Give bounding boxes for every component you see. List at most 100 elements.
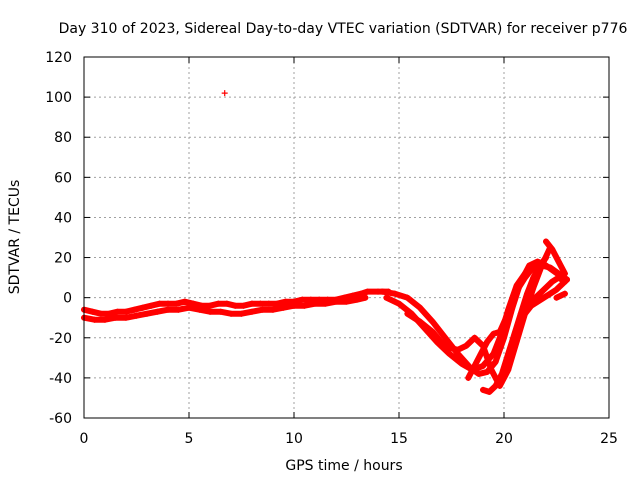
data-point <box>89 308 96 315</box>
series-track-e <box>480 254 549 395</box>
series-band <box>543 238 568 277</box>
data-point <box>249 308 255 315</box>
data-point <box>383 294 390 301</box>
data-point <box>471 362 478 369</box>
y-tick-label: 120 <box>45 50 72 66</box>
data-point <box>557 292 564 299</box>
x-tick-label: 10 <box>285 431 303 447</box>
data-point <box>131 306 138 313</box>
data-point <box>215 300 222 307</box>
data-point <box>446 344 453 351</box>
data-point <box>524 290 531 297</box>
data-point <box>553 294 560 301</box>
x-axis-label: GPS time / hours <box>285 458 402 474</box>
data-point <box>511 330 518 337</box>
data-point <box>379 288 386 295</box>
x-tick-label: 0 <box>80 431 89 447</box>
data-point <box>530 296 537 303</box>
data-point <box>438 338 444 345</box>
data-point <box>280 304 287 311</box>
data-point <box>249 300 255 307</box>
x-tick-label: 5 <box>185 431 194 447</box>
data-point <box>207 302 213 309</box>
data-point <box>480 386 486 393</box>
data-point <box>175 306 182 313</box>
data-point <box>165 300 171 307</box>
data-point <box>543 254 549 261</box>
data-point <box>515 284 522 291</box>
data-point <box>429 328 436 335</box>
data-point <box>123 314 129 321</box>
data-point <box>240 302 247 309</box>
data-point <box>417 318 423 325</box>
plot-frame <box>83 56 610 419</box>
data-point <box>364 288 371 295</box>
data-point <box>530 274 537 281</box>
y-tick-label: 20 <box>54 251 72 267</box>
y-tick-label: -60 <box>49 411 72 427</box>
data-point <box>463 342 470 349</box>
data-point <box>322 300 329 307</box>
data-point <box>555 258 562 265</box>
grid-lines <box>84 57 609 418</box>
data-point <box>259 306 266 313</box>
data-point <box>536 290 543 297</box>
data-point <box>97 310 104 317</box>
data-point <box>123 308 129 315</box>
y-tick-label: 80 <box>54 130 72 146</box>
data-point <box>442 334 449 341</box>
data-point <box>217 308 224 315</box>
data-point <box>114 308 121 315</box>
data-point <box>181 298 188 305</box>
data-point <box>173 300 180 307</box>
y-axis-label: SDTVAR / TECUs <box>7 180 23 295</box>
data-point <box>404 310 411 317</box>
data-point <box>522 310 528 317</box>
data-point <box>265 300 272 307</box>
data-point <box>139 304 146 311</box>
series-outlier <box>221 90 228 97</box>
data-point <box>509 298 516 305</box>
data-point <box>417 304 423 311</box>
data-point <box>454 346 461 353</box>
data-point <box>154 308 161 315</box>
data-point <box>484 338 491 345</box>
data-point <box>547 264 554 271</box>
y-tick-label: 60 <box>54 170 72 186</box>
y-tick-label: -40 <box>49 371 72 387</box>
data-point <box>561 278 568 285</box>
data-point <box>270 306 276 313</box>
data-point <box>528 266 535 273</box>
data-point <box>522 274 528 281</box>
series-band <box>530 274 568 303</box>
data-point <box>165 306 171 313</box>
data-point <box>498 370 505 377</box>
data-point <box>492 382 499 389</box>
data-points <box>81 90 570 395</box>
data-point <box>547 290 554 297</box>
data-point <box>536 262 543 269</box>
series-band <box>81 294 369 323</box>
chart-title: Day 310 of 2023, Sidereal Day-to-day VTE… <box>59 21 628 37</box>
data-point <box>549 246 556 253</box>
data-point <box>543 238 549 245</box>
data-point <box>257 300 264 307</box>
data-point <box>238 310 245 317</box>
data-point <box>471 334 478 341</box>
data-point <box>540 294 547 301</box>
data-point <box>561 270 568 277</box>
data-point <box>291 302 297 309</box>
data-point <box>186 304 192 311</box>
data-point <box>112 314 119 321</box>
data-point <box>299 296 306 303</box>
data-point <box>515 318 522 325</box>
data-point <box>465 374 472 381</box>
data-point <box>106 310 113 317</box>
data-point <box>561 290 568 297</box>
data-point <box>312 300 318 307</box>
data-point <box>505 350 512 357</box>
data-point <box>144 310 150 317</box>
y-tick-label: -20 <box>49 331 72 347</box>
data-point <box>490 350 497 357</box>
